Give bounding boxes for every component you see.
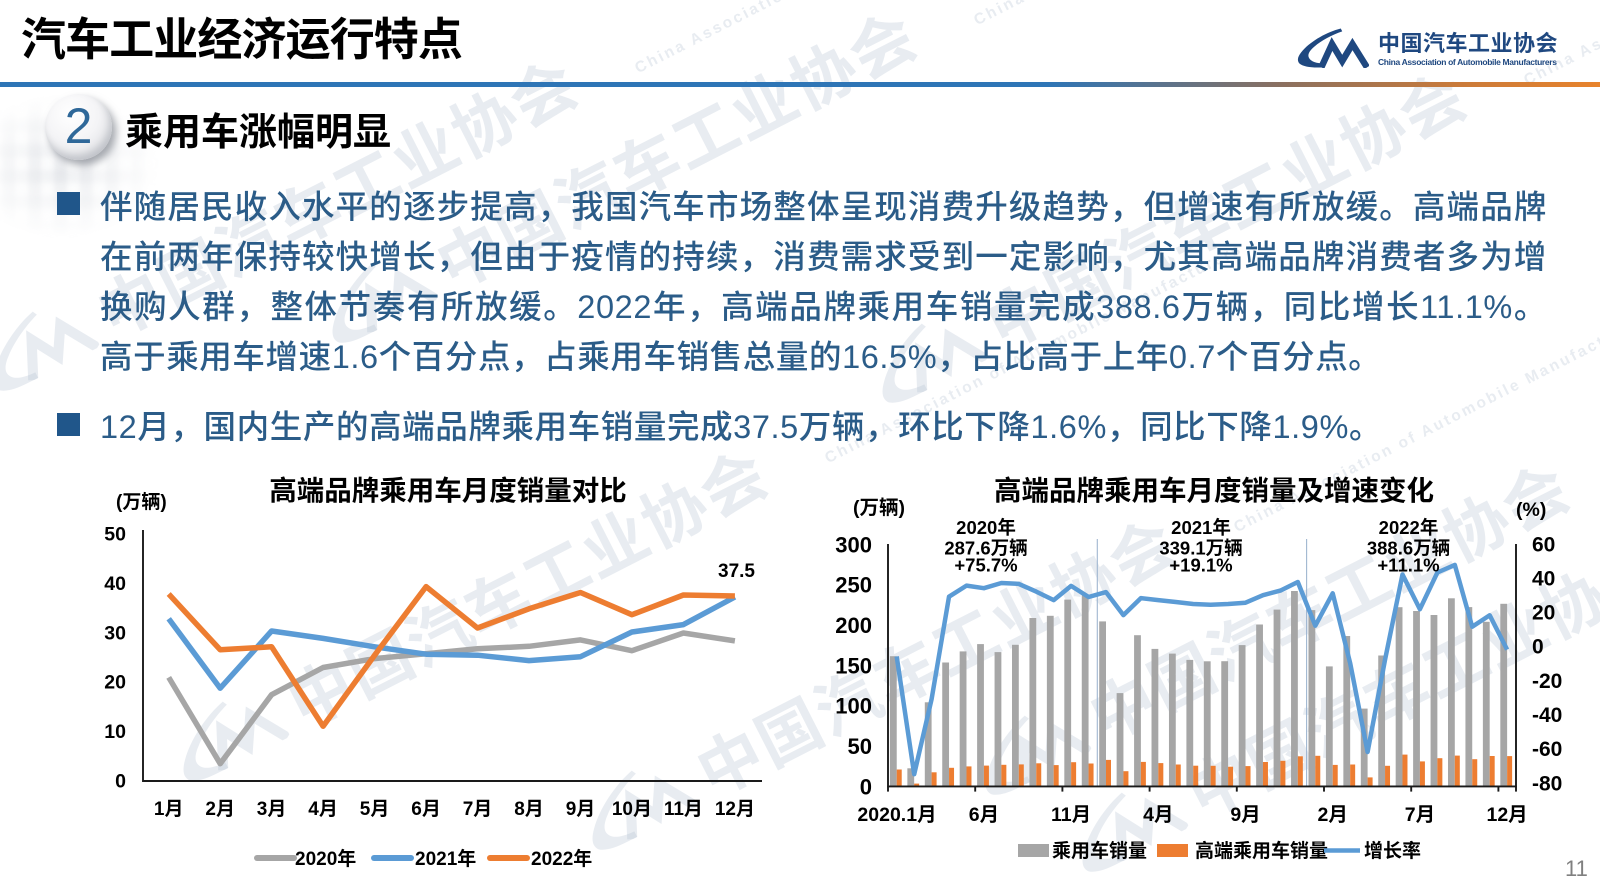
- svg-text:6月: 6月: [969, 798, 999, 827]
- svg-text:-80: -80: [1532, 767, 1562, 797]
- svg-text:(万辆): (万辆): [116, 487, 167, 514]
- svg-text:6月: 6月: [411, 794, 441, 821]
- svg-text:10: 10: [104, 715, 126, 744]
- svg-text:40: 40: [1532, 562, 1555, 592]
- svg-text:20: 20: [1532, 597, 1555, 627]
- svg-text:高端乘用车销量: 高端乘用车销量: [1195, 836, 1328, 863]
- svg-text:60: 60: [1532, 528, 1555, 558]
- svg-text:1月: 1月: [154, 794, 184, 821]
- svg-text:12月: 12月: [1486, 798, 1527, 827]
- svg-text:150: 150: [835, 648, 872, 680]
- svg-text:11月: 11月: [664, 794, 703, 821]
- svg-text:(万辆): (万辆): [853, 491, 905, 520]
- svg-text:2022年: 2022年: [1379, 514, 1439, 540]
- svg-text:3月: 3月: [257, 794, 287, 821]
- svg-text:2020年: 2020年: [956, 514, 1016, 540]
- svg-text:+75.7%: +75.7%: [954, 552, 1017, 578]
- svg-text:2月: 2月: [205, 794, 235, 821]
- svg-text:4月: 4月: [1143, 798, 1173, 827]
- svg-text:5月: 5月: [360, 794, 390, 821]
- svg-text:2021年: 2021年: [1171, 514, 1231, 540]
- svg-text:0: 0: [1532, 631, 1544, 661]
- svg-text:37.5: 37.5: [718, 556, 755, 583]
- svg-text:4月: 4月: [308, 794, 338, 821]
- svg-text:200: 200: [835, 608, 872, 640]
- svg-text:12月: 12月: [715, 794, 755, 821]
- svg-text:0: 0: [860, 769, 872, 801]
- svg-text:50: 50: [848, 729, 872, 761]
- svg-text:2月: 2月: [1318, 798, 1348, 827]
- svg-text:高端品牌乘用车月度销量及增速变化: 高端品牌乘用车月度销量及增速变化: [994, 468, 1434, 508]
- svg-text:250: 250: [835, 568, 872, 600]
- svg-text:339.1万辆: 339.1万辆: [1159, 535, 1242, 561]
- svg-text:2020年: 2020年: [295, 844, 356, 871]
- svg-text:7月: 7月: [463, 794, 493, 821]
- svg-text:高端品牌乘用车月度销量对比: 高端品牌乘用车月度销量对比: [269, 468, 627, 508]
- svg-text:2020.1月: 2020.1月: [857, 798, 936, 827]
- svg-text:50: 50: [104, 518, 126, 547]
- svg-text:287.6万辆: 287.6万辆: [944, 535, 1027, 561]
- svg-text:+11.1%: +11.1%: [1377, 552, 1439, 578]
- svg-text:9月: 9月: [1230, 798, 1260, 827]
- svg-text:(%): (%): [1516, 493, 1546, 522]
- svg-text:2021年: 2021年: [415, 844, 476, 871]
- svg-text:40: 40: [104, 567, 126, 596]
- svg-text:-60: -60: [1532, 733, 1562, 763]
- svg-text:7月: 7月: [1405, 798, 1435, 827]
- svg-text:0: 0: [115, 764, 126, 793]
- svg-text:-20: -20: [1532, 665, 1562, 695]
- svg-text:8月: 8月: [514, 794, 544, 821]
- svg-text:10月: 10月: [612, 794, 652, 821]
- svg-text:388.6万辆: 388.6万辆: [1367, 535, 1450, 561]
- svg-text:20: 20: [104, 666, 126, 695]
- svg-text:+19.1%: +19.1%: [1169, 552, 1232, 578]
- svg-text:乘用车销量: 乘用车销量: [1052, 836, 1147, 863]
- svg-text:增长率: 增长率: [1364, 836, 1421, 863]
- svg-text:30: 30: [104, 616, 126, 645]
- svg-text:2022年: 2022年: [531, 844, 592, 871]
- svg-text:100: 100: [835, 689, 872, 721]
- svg-text:9月: 9月: [566, 794, 596, 821]
- svg-text:-40: -40: [1532, 699, 1562, 729]
- svg-text:300: 300: [835, 527, 872, 559]
- svg-text:11月: 11月: [1051, 798, 1091, 827]
